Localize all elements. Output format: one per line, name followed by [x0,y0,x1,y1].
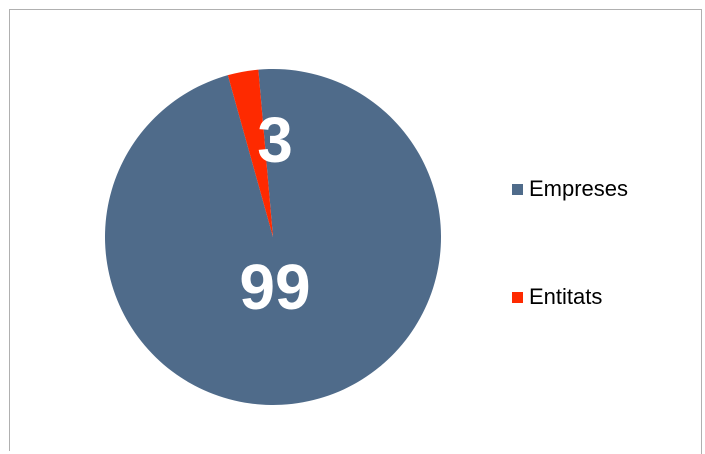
chart-frame-edge [701,9,702,454]
legend-label-empreses: Empreses [529,176,629,201]
pie-data-labels: 99 3 [239,104,310,323]
legend-swatch-empreses [512,183,523,195]
data-label-empreses: 99 [239,251,310,323]
pie-slice-empreses [104,69,441,406]
data-label-entitats: 3 [257,104,293,176]
legend-item-empreses: Empreses [512,174,628,204]
legend: Empreses Entitats [512,170,692,320]
pie-slices [104,69,441,406]
pie-slice-entitats [227,69,273,238]
legend-swatch-entitats [512,291,523,303]
legend-item-entitats: Entitats [512,282,602,312]
legend-label-entitats: Entitats [529,284,603,309]
